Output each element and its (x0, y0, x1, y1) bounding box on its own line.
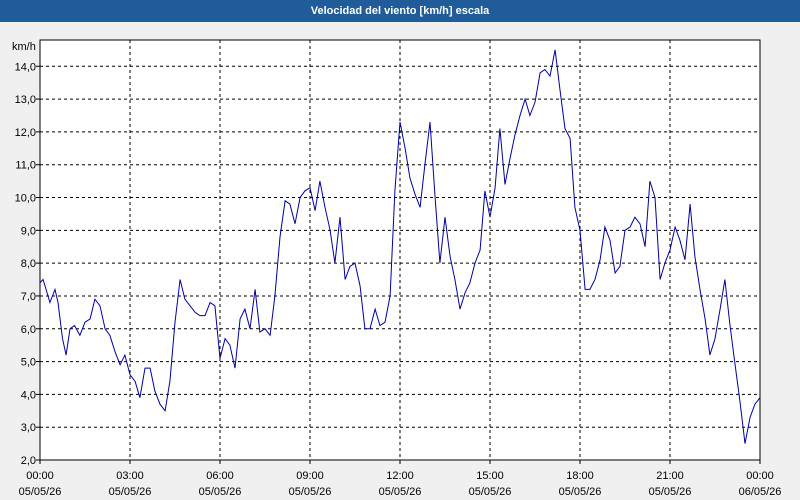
x-tick-time: 21:00 (656, 470, 684, 482)
y-tick-label: 6,0 (21, 324, 36, 336)
x-tick-date: 05/05/26 (109, 486, 152, 498)
y-tick-label: 5,0 (21, 357, 36, 369)
x-tick-date: 05/05/26 (199, 486, 242, 498)
x-tick-date: 05/05/26 (559, 486, 602, 498)
x-tick-time: 18:00 (566, 470, 594, 482)
x-tick-date: 05/05/26 (19, 486, 62, 498)
y-tick-label: 3,0 (21, 422, 36, 434)
y-tick-label: 4,0 (21, 389, 36, 401)
x-tick-time: 00:00 (26, 470, 54, 482)
x-tick-date: 05/05/26 (379, 486, 422, 498)
x-tick-time: 06:00 (206, 470, 234, 482)
x-tick-date: 05/05/26 (649, 486, 692, 498)
x-tick-date: 05/05/26 (469, 486, 512, 498)
x-tick-date: 05/05/26 (289, 486, 332, 498)
series-line (39, 49, 761, 444)
x-tick-time: 03:00 (116, 470, 144, 482)
y-tick-label: 8,0 (21, 258, 36, 270)
y-tick-label: 14,0 (15, 61, 36, 73)
y-axis: 2,0 3,0 4,0 5,0 6,0 7,0 8,0 9,0 10,0 11,0 12,0 13,0… (15, 61, 40, 467)
x-tick-time: 15:00 (476, 470, 504, 482)
x-axis: 00:00 05/05/26 03:00 05/05/26 06:00 05/05/26 0… (19, 460, 782, 498)
y-tick-label: 9,0 (21, 225, 36, 237)
y-tick-label: 11,0 (15, 160, 36, 172)
x-tick-time: 12:00 (386, 470, 414, 482)
grid-lines (40, 40, 760, 461)
y-tick-label: 13,0 (15, 94, 36, 106)
chart-title: Velocidad del viento [km/h] escala (0, 0, 800, 22)
x-tick-date: 06/05/26 (739, 486, 782, 498)
y-axis-unit: km/h (12, 41, 36, 53)
y-tick-label: 2,0 (21, 455, 36, 467)
y-tick-label: 12,0 (15, 127, 36, 139)
y-tick-label: 7,0 (21, 291, 36, 303)
x-tick-time: 00:00 (746, 470, 774, 482)
x-tick-time: 09:00 (296, 470, 324, 482)
y-tick-label: 10,0 (15, 193, 36, 205)
